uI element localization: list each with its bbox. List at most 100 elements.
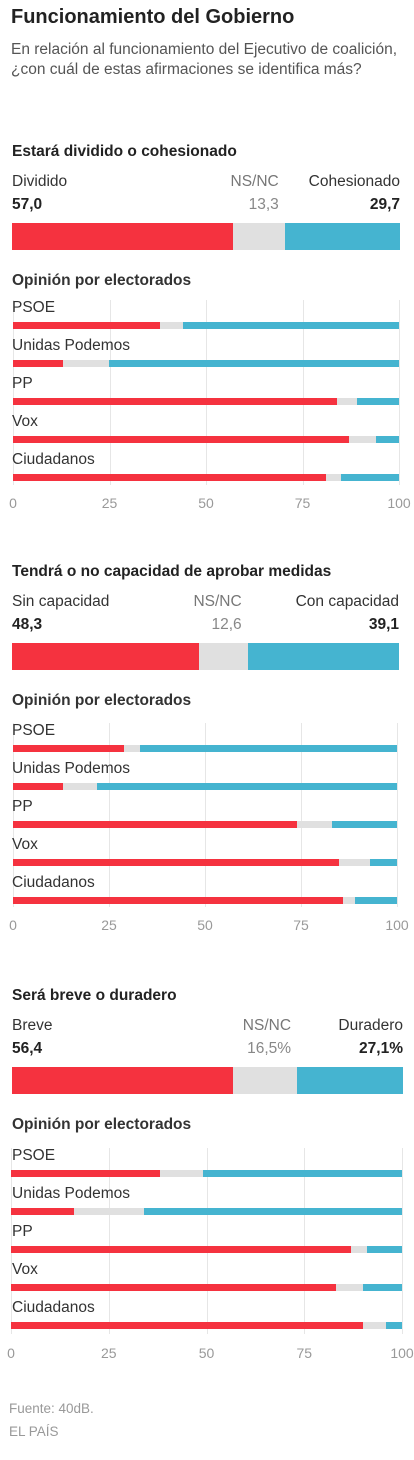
right-label: Duradero xyxy=(338,1017,403,1034)
party-bar-left xyxy=(11,1208,74,1215)
party-bar-middle xyxy=(159,322,183,329)
axis-tick-label: 25 xyxy=(101,495,118,511)
party-bar-right xyxy=(354,897,397,904)
party-bar-middle xyxy=(297,821,332,828)
total-bar-right xyxy=(247,643,399,670)
source-note: Fuente: 40dB. xyxy=(9,1401,94,1416)
party-label: PP xyxy=(12,375,33,392)
party-bar xyxy=(13,360,399,367)
gridline xyxy=(301,723,302,907)
axis-tick-label: 0 xyxy=(9,917,17,933)
total-bar-right xyxy=(297,1067,403,1094)
party-bar xyxy=(13,745,397,752)
middle-label: NS/NC xyxy=(193,593,242,610)
party-bar-left xyxy=(11,1246,352,1253)
party-bar-middle xyxy=(124,745,140,752)
party-bar-left xyxy=(13,859,340,866)
party-bar-middle xyxy=(343,897,355,904)
party-bar-left xyxy=(11,1284,336,1291)
section-title: Tendrá o no capacidad de aprobar medidas xyxy=(12,563,332,580)
party-label: PP xyxy=(12,798,33,815)
party-bar-left xyxy=(11,1322,363,1329)
gridline xyxy=(13,300,14,485)
party-bar-left xyxy=(13,745,125,752)
middle-total: 12,6 xyxy=(211,616,242,633)
page-subtitle: En relación al funcionamiento del Ejecut… xyxy=(11,41,398,78)
party-bar-right xyxy=(331,821,397,828)
party-label: Unidas Podemos xyxy=(12,1185,131,1202)
party-bar-middle xyxy=(337,398,357,405)
left-label: Dividido xyxy=(12,173,68,190)
section-title: Será breve o duradero xyxy=(12,987,177,1004)
axis-tick-label: 75 xyxy=(293,917,309,933)
axis-tick-label: 0 xyxy=(9,495,17,511)
party-bar xyxy=(13,821,397,828)
party-bar-middle xyxy=(348,436,376,443)
breakdown-title: Opinión por electorados xyxy=(12,692,192,709)
gridline xyxy=(399,300,400,485)
party-bar xyxy=(11,1170,402,1177)
party-label: Ciudadanos xyxy=(12,874,95,891)
axis-tick-label: 50 xyxy=(197,917,213,933)
gridline xyxy=(109,723,110,907)
party-bar xyxy=(11,1322,402,1329)
party-bar-middle xyxy=(325,474,342,481)
party-bar-middle xyxy=(362,1322,387,1329)
left-label: Breve xyxy=(12,1017,53,1034)
party-bar xyxy=(13,398,399,405)
party-bar-right xyxy=(370,859,397,866)
party-bar-left xyxy=(13,897,344,904)
total-bar-left xyxy=(12,643,199,670)
axis-tick-label: 75 xyxy=(294,495,311,511)
party-bar-left xyxy=(13,360,64,367)
axis-tick-label: 50 xyxy=(198,1345,215,1361)
axis-tick-label: 100 xyxy=(385,917,409,933)
party-bar-left xyxy=(13,436,349,443)
party-label: Ciudadanos xyxy=(12,1299,95,1316)
party-label: PSOE xyxy=(12,1147,56,1164)
axis-tick-label: 100 xyxy=(390,1345,414,1361)
party-bar-middle xyxy=(339,859,371,866)
party-label: PP xyxy=(12,1223,33,1240)
total-bar-middle xyxy=(232,1067,298,1094)
axis-tick-label: 50 xyxy=(198,495,214,511)
right-label: Cohesionado xyxy=(308,173,400,190)
party-bar-left xyxy=(13,783,63,790)
party-bar xyxy=(13,436,399,443)
gridline xyxy=(108,1148,110,1334)
axis-tick-label: 0 xyxy=(7,1345,15,1361)
right-total: 29,7 xyxy=(369,196,400,213)
brand-label: EL PAÍS xyxy=(9,1424,59,1439)
gridline xyxy=(206,1148,208,1334)
party-bar-right xyxy=(386,1322,402,1329)
party-bar-right xyxy=(362,1284,402,1291)
party-bar xyxy=(13,783,397,790)
middle-total: 16,5% xyxy=(247,1040,292,1057)
total-bar-right xyxy=(284,223,400,250)
party-label: Vox xyxy=(12,413,38,430)
total-bar-middle xyxy=(198,643,248,670)
party-bar-right xyxy=(366,1246,402,1253)
party-label: Unidas Podemos xyxy=(12,337,131,354)
total-bar xyxy=(12,643,399,670)
party-bar-middle xyxy=(73,1208,144,1215)
right-total: 39,1 xyxy=(368,616,399,633)
party-bar-right xyxy=(202,1170,402,1177)
gridline xyxy=(109,300,111,485)
section-title: Estará dividido o cohesionado xyxy=(12,143,237,160)
party-bar-left xyxy=(13,398,338,405)
page-title: Funcionamiento del Gobierno xyxy=(11,6,295,28)
axis-tick-label: 25 xyxy=(101,917,117,933)
gridline xyxy=(302,300,304,485)
left-label: Sin capacidad xyxy=(12,593,110,610)
breakdown-title: Opinión por electorados xyxy=(12,272,192,289)
party-label: PSOE xyxy=(12,299,56,316)
total-bar-middle xyxy=(233,223,285,250)
party-bar-right xyxy=(182,322,399,329)
party-bar xyxy=(13,474,399,481)
party-bar-right xyxy=(341,474,399,481)
party-bar-right xyxy=(109,360,399,367)
gridline xyxy=(205,723,206,907)
total-bar-left xyxy=(12,223,234,250)
left-total: 48,3 xyxy=(12,616,43,633)
